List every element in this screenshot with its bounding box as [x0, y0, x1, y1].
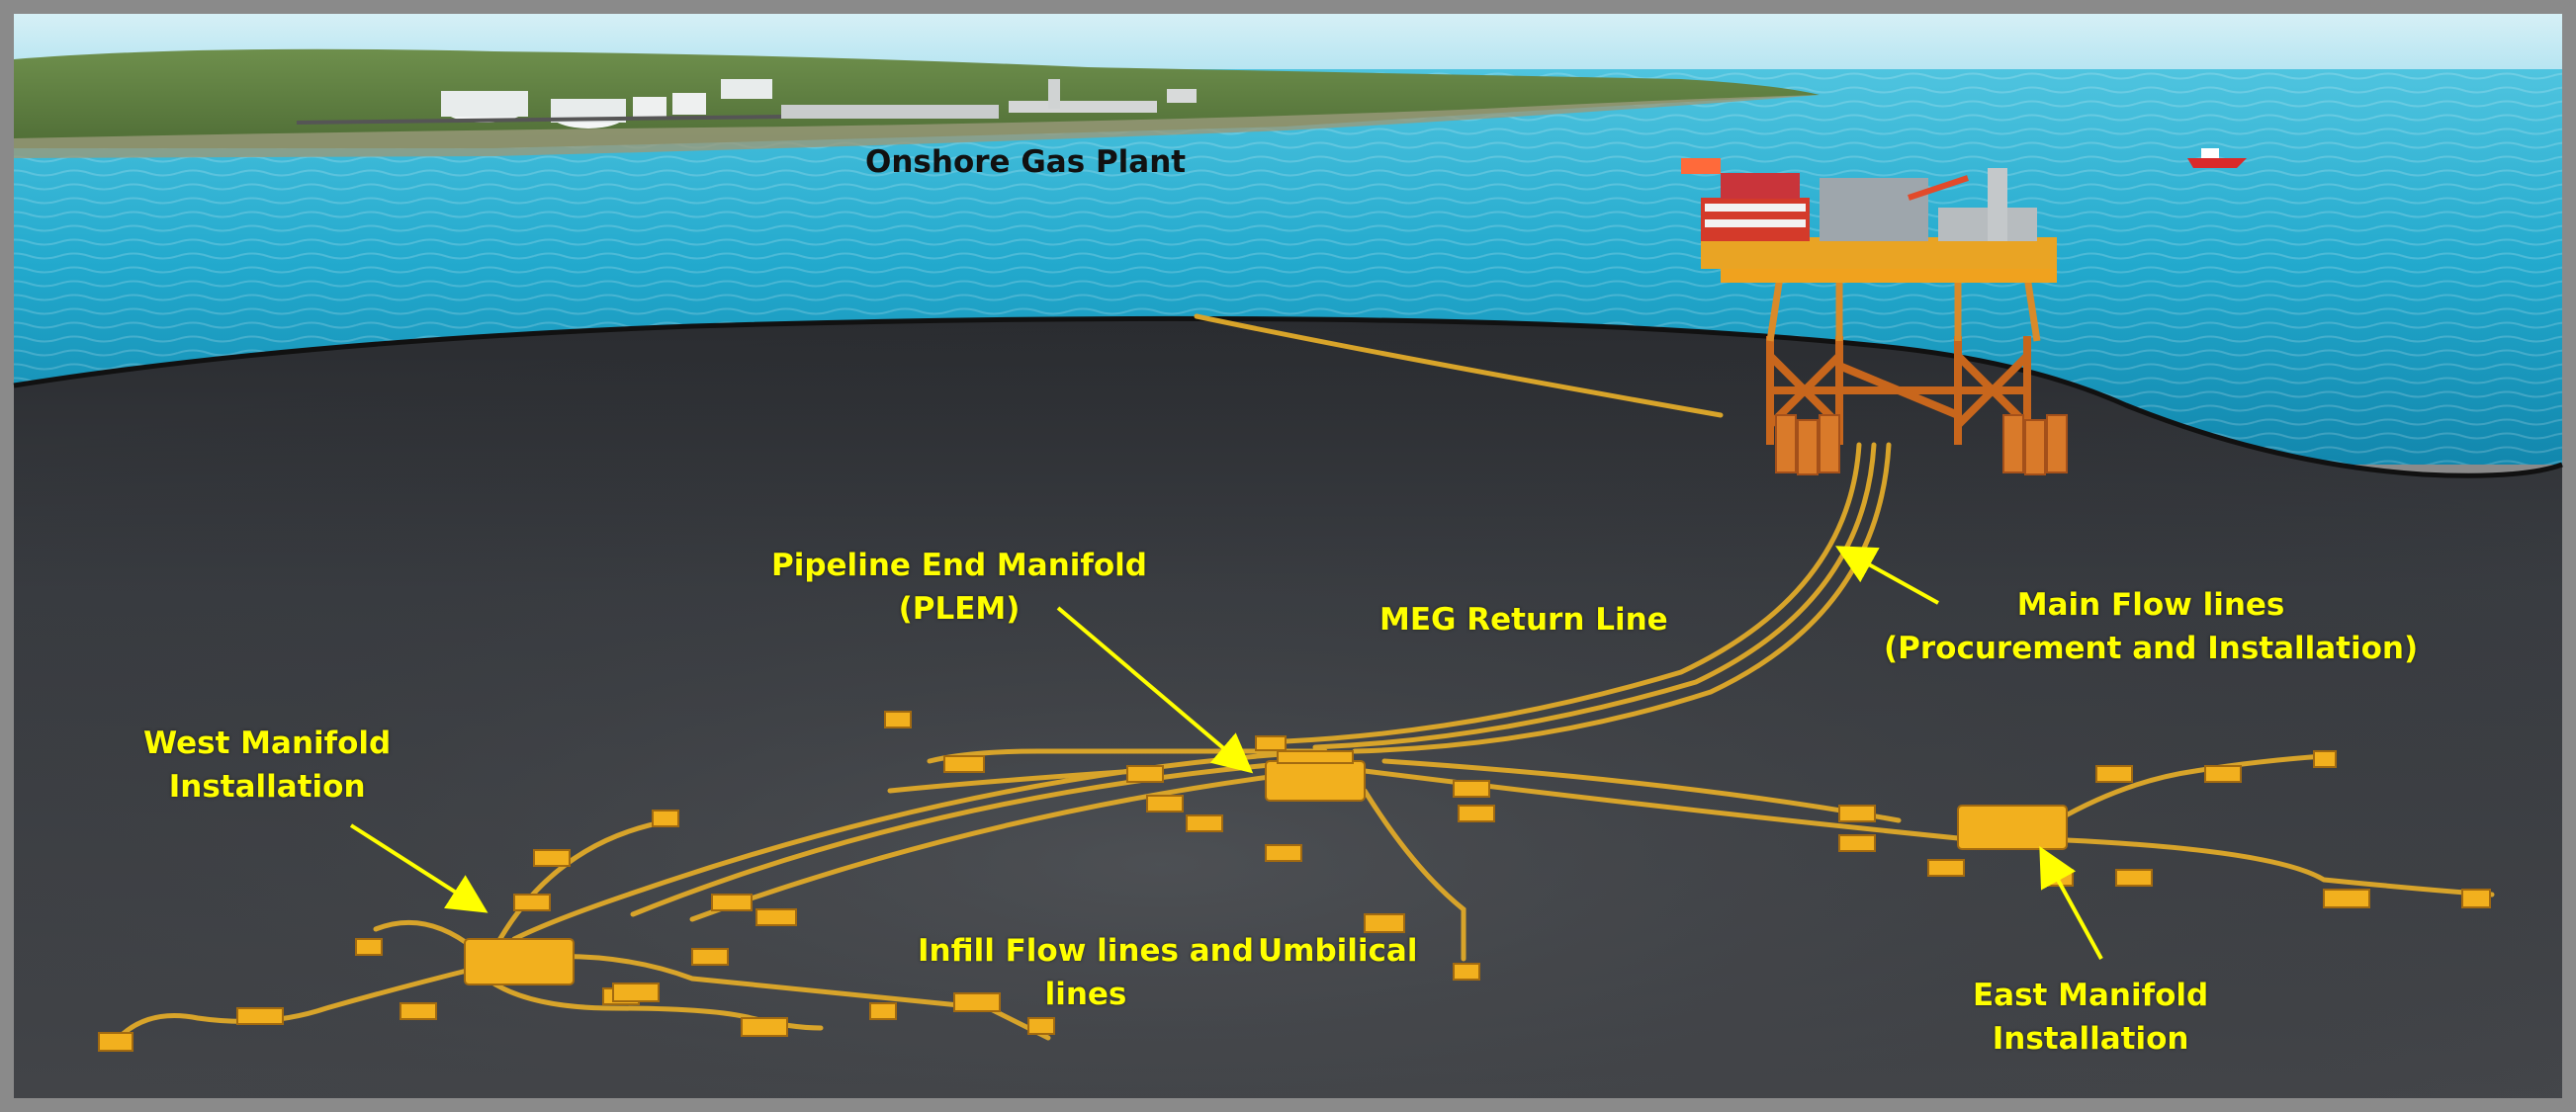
label-main-flow-lines-line-2: (Procurement and Installation)	[1884, 631, 2419, 666]
label-west-manifold: West Manifold Installation	[143, 722, 391, 809]
label-east-manifold-line-1: East Manifold	[1973, 978, 2209, 1013]
label-plem: Pipeline End Manifold (PLEM)	[771, 544, 1147, 631]
label-plem-line-1: Pipeline End Manifold	[771, 548, 1147, 583]
label-onshore-gas-plant: Onshore Gas Plant	[865, 140, 1186, 184]
onshore-gas-plant-illustration	[296, 79, 1197, 128]
label-onshore-gas-plant-text: Onshore Gas Plant	[865, 144, 1187, 180]
subsea-equipment	[98, 711, 2491, 1052]
offshore-platform-illustration	[1681, 158, 2068, 475]
label-umbilical: Umbilical	[1258, 929, 1417, 973]
boat-illustration	[2187, 148, 2247, 168]
label-infill-flow-lines: Infill Flow lines and lines	[918, 929, 1254, 1016]
label-east-manifold: East Manifold Installation	[1973, 974, 2208, 1061]
label-east-manifold-line-2: Installation	[1992, 1021, 2189, 1057]
label-infill-flow-lines-line-1: Infill Flow lines and	[918, 933, 1254, 969]
label-infill-flow-lines-line-2: lines	[1044, 977, 1127, 1012]
seabed-edge	[13, 315, 2563, 478]
label-meg-return-line: MEG Return Line	[1379, 598, 1668, 642]
label-main-flow-lines-line-1: Main Flow lines	[2016, 587, 2285, 623]
coastline-land	[14, 48, 1820, 148]
label-meg-return-line-text: MEG Return Line	[1379, 602, 1668, 638]
label-west-manifold-line-1: West Manifold	[143, 726, 392, 761]
beach	[14, 95, 1820, 158]
pipelines	[116, 313, 2495, 1041]
label-main-flow-lines: Main Flow lines (Procurement and Install…	[1884, 583, 2418, 670]
label-west-manifold-line-2: Installation	[168, 769, 366, 805]
label-umbilical-text: Umbilical	[1258, 933, 1418, 969]
label-plem-line-2: (PLEM)	[898, 591, 1021, 627]
